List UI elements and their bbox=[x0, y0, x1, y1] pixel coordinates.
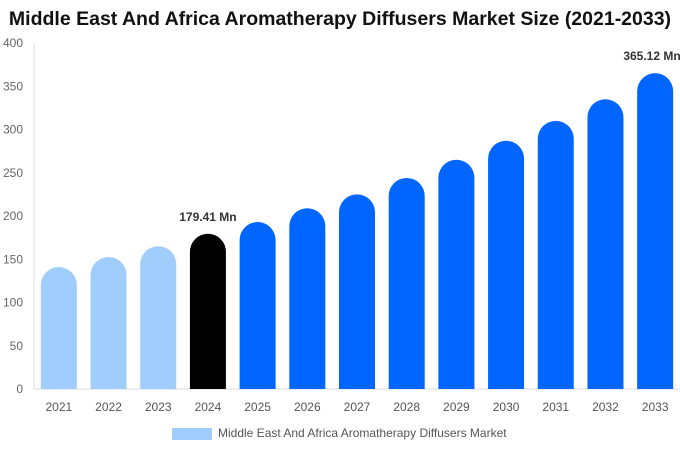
y-tick-label: 0 bbox=[16, 382, 23, 396]
y-tick-label: 350 bbox=[3, 79, 23, 93]
bar-2026 bbox=[289, 208, 326, 389]
x-tick-label: 2028 bbox=[393, 400, 420, 414]
x-tick-label: 2022 bbox=[95, 400, 122, 414]
bar-2033 bbox=[637, 73, 674, 389]
bar-2032 bbox=[587, 99, 624, 389]
x-tick-label: 2026 bbox=[294, 400, 321, 414]
y-tick-label: 100 bbox=[3, 296, 23, 310]
bar-2030 bbox=[488, 140, 525, 389]
bar-2031 bbox=[537, 120, 574, 389]
y-tick-label: 400 bbox=[3, 36, 23, 50]
data-label: 179.41 Mn bbox=[179, 210, 236, 224]
bar-2022 bbox=[90, 257, 127, 389]
chart-title: Middle East And Africa Aromatherapy Diff… bbox=[8, 8, 672, 30]
x-tick-label: 2021 bbox=[45, 400, 72, 414]
bar-2029 bbox=[438, 159, 475, 389]
bar-2023 bbox=[140, 246, 177, 389]
x-tick-label: 2029 bbox=[443, 400, 470, 414]
x-tick-label: 2031 bbox=[542, 400, 569, 414]
x-tick-label: 2032 bbox=[592, 400, 619, 414]
data-label: 365.12 Mn bbox=[623, 49, 680, 63]
y-tick-label: 250 bbox=[3, 166, 23, 180]
bar-2025 bbox=[239, 222, 276, 389]
bar-2021 bbox=[40, 267, 77, 389]
y-tick-label: 150 bbox=[3, 252, 23, 266]
legend-swatch bbox=[172, 428, 212, 440]
bar-2028 bbox=[388, 177, 425, 389]
bar-2027 bbox=[339, 194, 375, 389]
bar-2024 bbox=[189, 233, 226, 389]
x-tick-label: 2027 bbox=[344, 400, 371, 414]
x-tick-label: 2023 bbox=[145, 400, 172, 414]
x-tick-label: 2033 bbox=[642, 400, 669, 414]
legend-label: Middle East And Africa Aromatherapy Diff… bbox=[218, 426, 507, 440]
x-tick-label: 2030 bbox=[493, 400, 520, 414]
y-tick-label: 200 bbox=[3, 209, 23, 223]
x-tick-label: 2025 bbox=[244, 400, 271, 414]
y-tick-label: 300 bbox=[3, 123, 23, 137]
y-tick-label: 50 bbox=[10, 339, 24, 353]
x-tick-label: 2024 bbox=[195, 400, 222, 414]
